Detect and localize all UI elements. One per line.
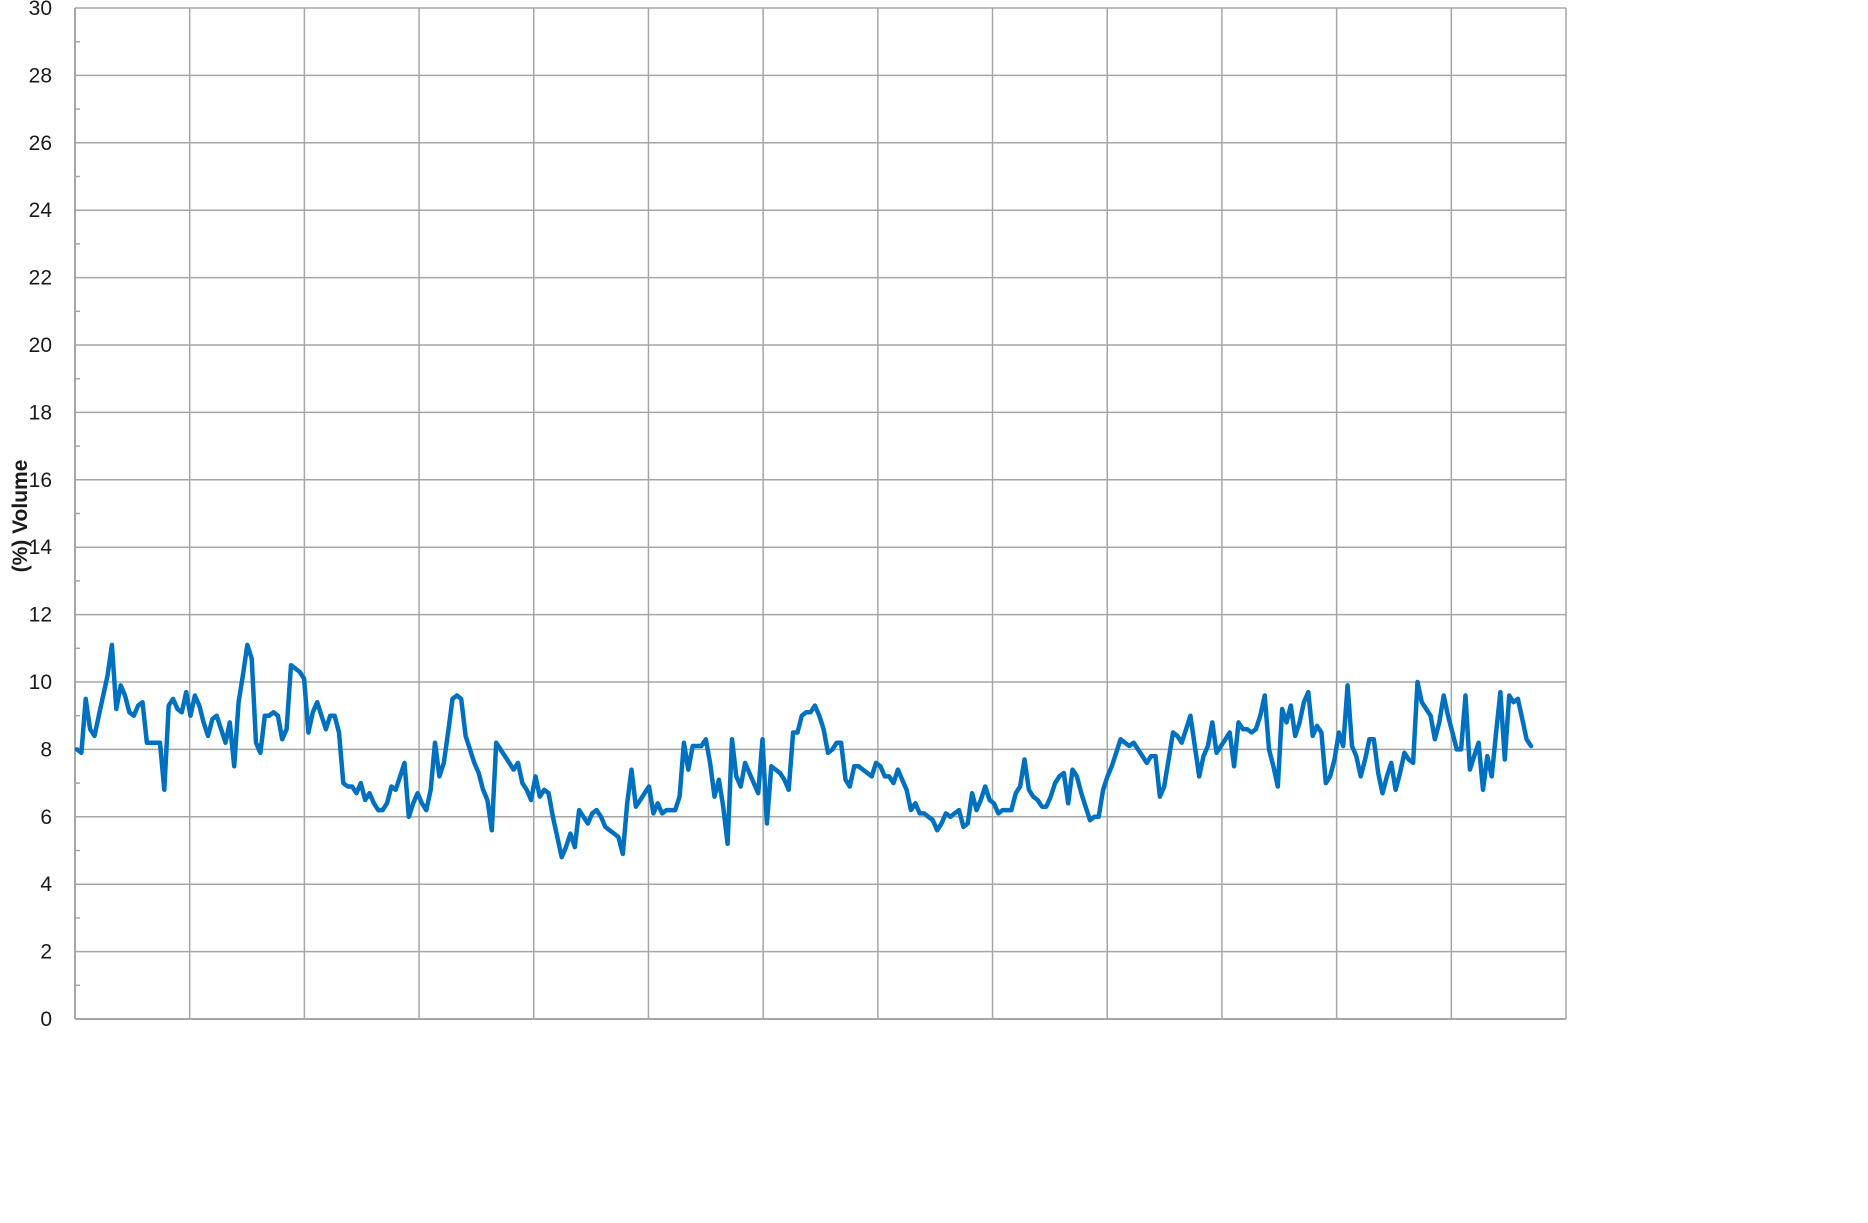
y-tick-label: 24 [29, 199, 53, 222]
y-tick-label: 20 [29, 334, 52, 357]
y-tick-label: 4 [40, 873, 52, 896]
y-tick-label: 10 [29, 671, 52, 694]
series-layer [74, 642, 1534, 860]
y-tick-label: 14 [29, 536, 53, 559]
horizontal-gridlines [75, 7, 1566, 953]
vertical-gridlines [188, 8, 1567, 1019]
y-tick-label: 2 [40, 941, 52, 964]
y-tick-label: 16 [29, 469, 52, 492]
y-tick-label: 6 [40, 806, 52, 829]
series-line [74, 642, 1534, 860]
y-tick-label: 12 [29, 604, 52, 627]
y-tick-label: 26 [29, 132, 52, 155]
y-tick-label: 30 [29, 0, 52, 20]
y-tick-label: 8 [40, 738, 52, 761]
y-tick-label: 22 [29, 267, 52, 290]
y-tick-label: 18 [29, 401, 52, 424]
y-tick-label: 0 [40, 1008, 52, 1031]
y-tick-label: 28 [29, 64, 52, 87]
y-axis-title: (%) Volume [9, 460, 32, 573]
